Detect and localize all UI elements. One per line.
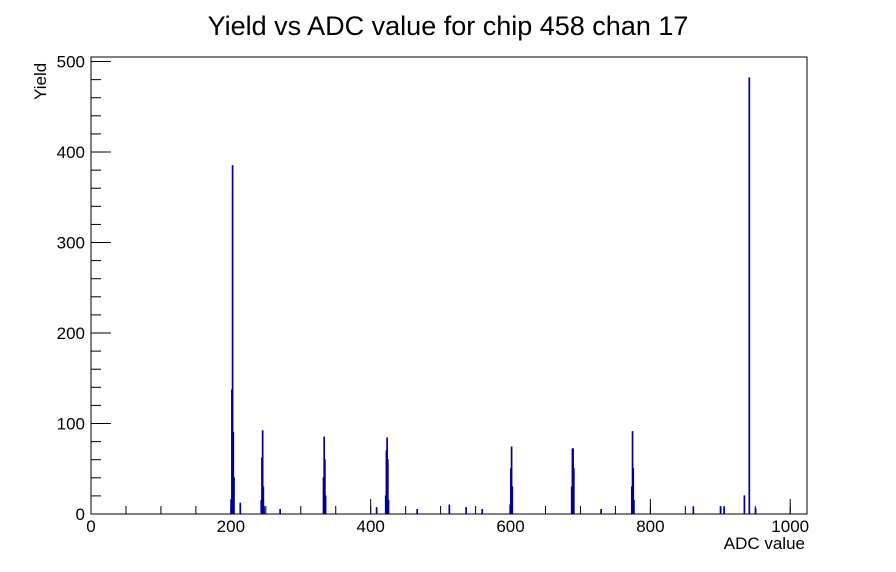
bin — [239, 502, 242, 514]
plot-frame — [90, 56, 808, 515]
bin — [262, 486, 265, 514]
x-axis-title: ADC value — [724, 534, 805, 553]
x-tick-label: 600 — [496, 517, 524, 536]
x-tick-label: 0 — [86, 517, 95, 536]
bin — [692, 506, 695, 514]
y-tick-label: 400 — [57, 143, 85, 162]
x-tick-label: 400 — [357, 517, 385, 536]
bin — [748, 77, 751, 514]
bin — [261, 430, 264, 514]
bin — [600, 508, 602, 514]
bin — [572, 468, 575, 514]
bin — [232, 432, 235, 514]
chart-title: Yield vs ADC value for chip 458 chan 17 — [208, 11, 689, 41]
bin — [723, 506, 725, 514]
y-tick-label: 200 — [57, 324, 85, 343]
bin — [633, 499, 635, 514]
bin — [465, 507, 467, 514]
bin — [511, 486, 514, 514]
bin — [231, 165, 234, 514]
bin — [375, 507, 378, 514]
y-tick-label: 300 — [57, 234, 85, 253]
bin — [387, 499, 390, 514]
bin — [324, 459, 326, 514]
bin — [263, 506, 265, 514]
bin — [416, 508, 419, 514]
x-tick-label: 1000 — [771, 517, 809, 536]
bin — [510, 446, 513, 514]
bin — [386, 459, 389, 514]
bin — [719, 506, 722, 514]
y-tick-label: 0 — [76, 505, 85, 524]
bin — [743, 495, 746, 514]
bin — [448, 504, 451, 514]
bin — [233, 477, 235, 514]
bin — [279, 508, 281, 514]
x-tick-label: 200 — [217, 517, 245, 536]
y-tick-label: 500 — [57, 53, 85, 72]
bin — [632, 468, 635, 514]
y-axis-title: Yield — [31, 63, 50, 100]
y-tick-label: 100 — [57, 415, 85, 434]
bin — [754, 508, 757, 514]
bin — [481, 508, 484, 514]
x-tick-label: 800 — [636, 517, 664, 536]
bin — [324, 495, 327, 514]
